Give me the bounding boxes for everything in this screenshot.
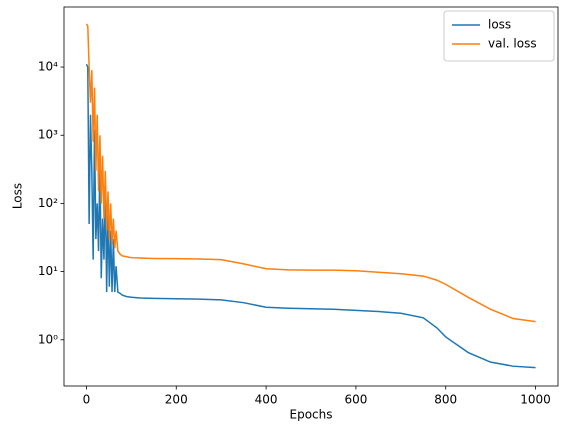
axes-frame [63,6,559,387]
line-series [85,63,536,369]
x-tick-label: 0 [83,393,91,407]
y-tick-label: 10⁴ [38,60,58,74]
x-tick-label: 800 [434,393,457,407]
y-tick-label: 10³ [38,128,58,142]
y-tick-label: 10⁰ [38,332,58,346]
x-tick-label: 400 [255,393,278,407]
y-tick-label: 10¹ [38,264,58,278]
x-tick-label: 1000 [520,393,551,407]
x-tick-label: 600 [344,393,367,407]
line-series [85,23,536,323]
x-tick-label: 200 [165,393,188,407]
legend-label: val. loss [488,37,537,51]
y-axis-label: Loss [11,183,25,209]
y-tick-label: 10² [38,196,58,210]
legend-label: loss [488,18,511,32]
x-axis-label: Epochs [290,408,333,422]
legend-box [443,10,555,62]
